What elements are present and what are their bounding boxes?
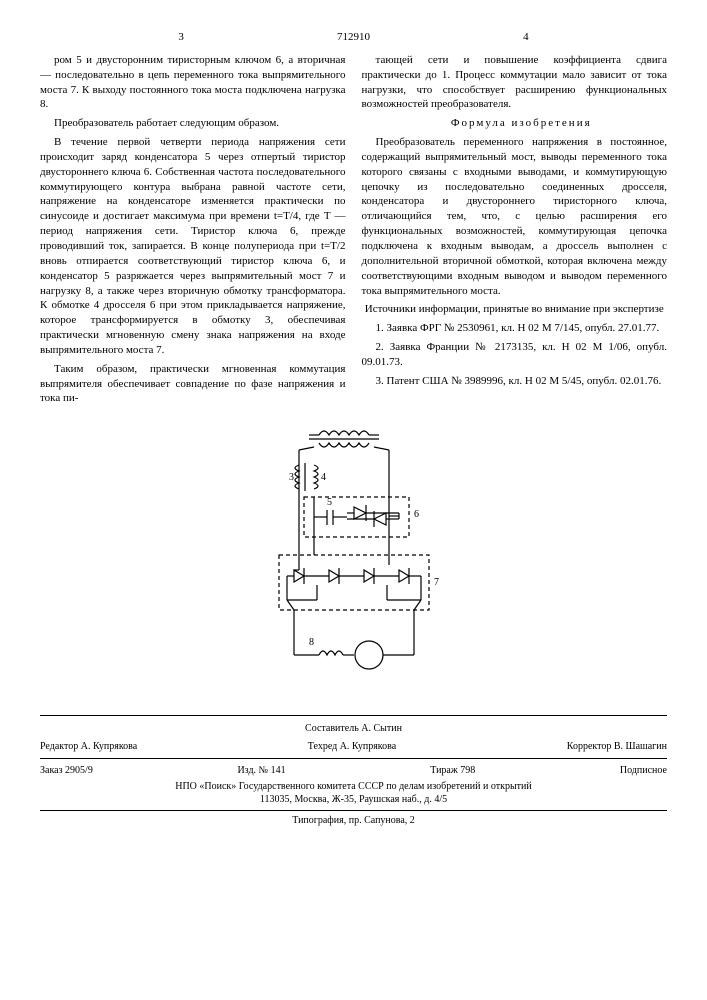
footer: Составитель А. Сытин Редактор А. Купряко… — [40, 715, 667, 827]
label-7: 7 — [434, 577, 439, 588]
order-number: Заказ 2905/9 — [40, 764, 93, 778]
claim-heading: Формула изобретения — [362, 116, 668, 131]
para: В течение первой четверти периода напряж… — [40, 135, 346, 358]
label-5: 5 — [327, 497, 332, 508]
document-number: 712910 — [322, 30, 385, 45]
printer: Типография, пр. Сапунова, 2 — [40, 814, 667, 828]
corrector: Корректор В. Шашагин — [567, 740, 667, 754]
circuit-diagram: 3 4 5 6 7 — [40, 425, 667, 690]
label-6: 6 — [414, 509, 419, 520]
organization: НПО «Поиск» Государственного комитета СС… — [40, 780, 667, 794]
address: 113035, Москва, Ж-35, Раушская наб., д. … — [40, 793, 667, 807]
body-columns: ром 5 и двусторонним тиристорным ключом … — [40, 53, 667, 410]
para: Преобразователь переменного напряжения в… — [362, 135, 668, 298]
page-number-right: 4 — [385, 30, 667, 45]
left-column: ром 5 и двусторонним тиристорным ключом … — [40, 53, 346, 410]
label-8: 8 — [309, 637, 314, 648]
editor: Редактор А. Купрякова — [40, 740, 137, 754]
source-item: 1. Заявка ФРГ № 2530961, кл. H 02 M 7/14… — [362, 321, 668, 336]
header: 3 712910 4 — [40, 30, 667, 45]
para: Таким образом, практически мгновенная ко… — [40, 362, 346, 407]
sources-heading: Источники информации, принятые во вниман… — [362, 302, 668, 317]
para: ром 5 и двусторонним тиристорным ключом … — [40, 53, 346, 112]
source-item: 2. Заявка Франции № 2173135, кл. H 02 M … — [362, 340, 668, 370]
para: Преобразователь работает следующим образ… — [40, 116, 346, 131]
compiler: Составитель А. Сытин — [305, 722, 402, 736]
right-column: тающей сети и повышение коэффициента сдв… — [362, 53, 668, 410]
label-3: 3 — [289, 472, 294, 483]
label-4: 4 — [321, 472, 326, 483]
tech-editor: Техред А. Купрякова — [308, 740, 396, 754]
page-number-left: 3 — [40, 30, 322, 45]
source-item: 3. Патент США № 3989996, кл. H 02 M 5/45… — [362, 374, 668, 389]
para: тающей сети и повышение коэффициента сдв… — [362, 53, 668, 112]
tirage: Тираж 798 — [430, 764, 475, 778]
subscribe: Подписное — [620, 764, 667, 778]
issue-number: Изд. № 141 — [237, 764, 285, 778]
